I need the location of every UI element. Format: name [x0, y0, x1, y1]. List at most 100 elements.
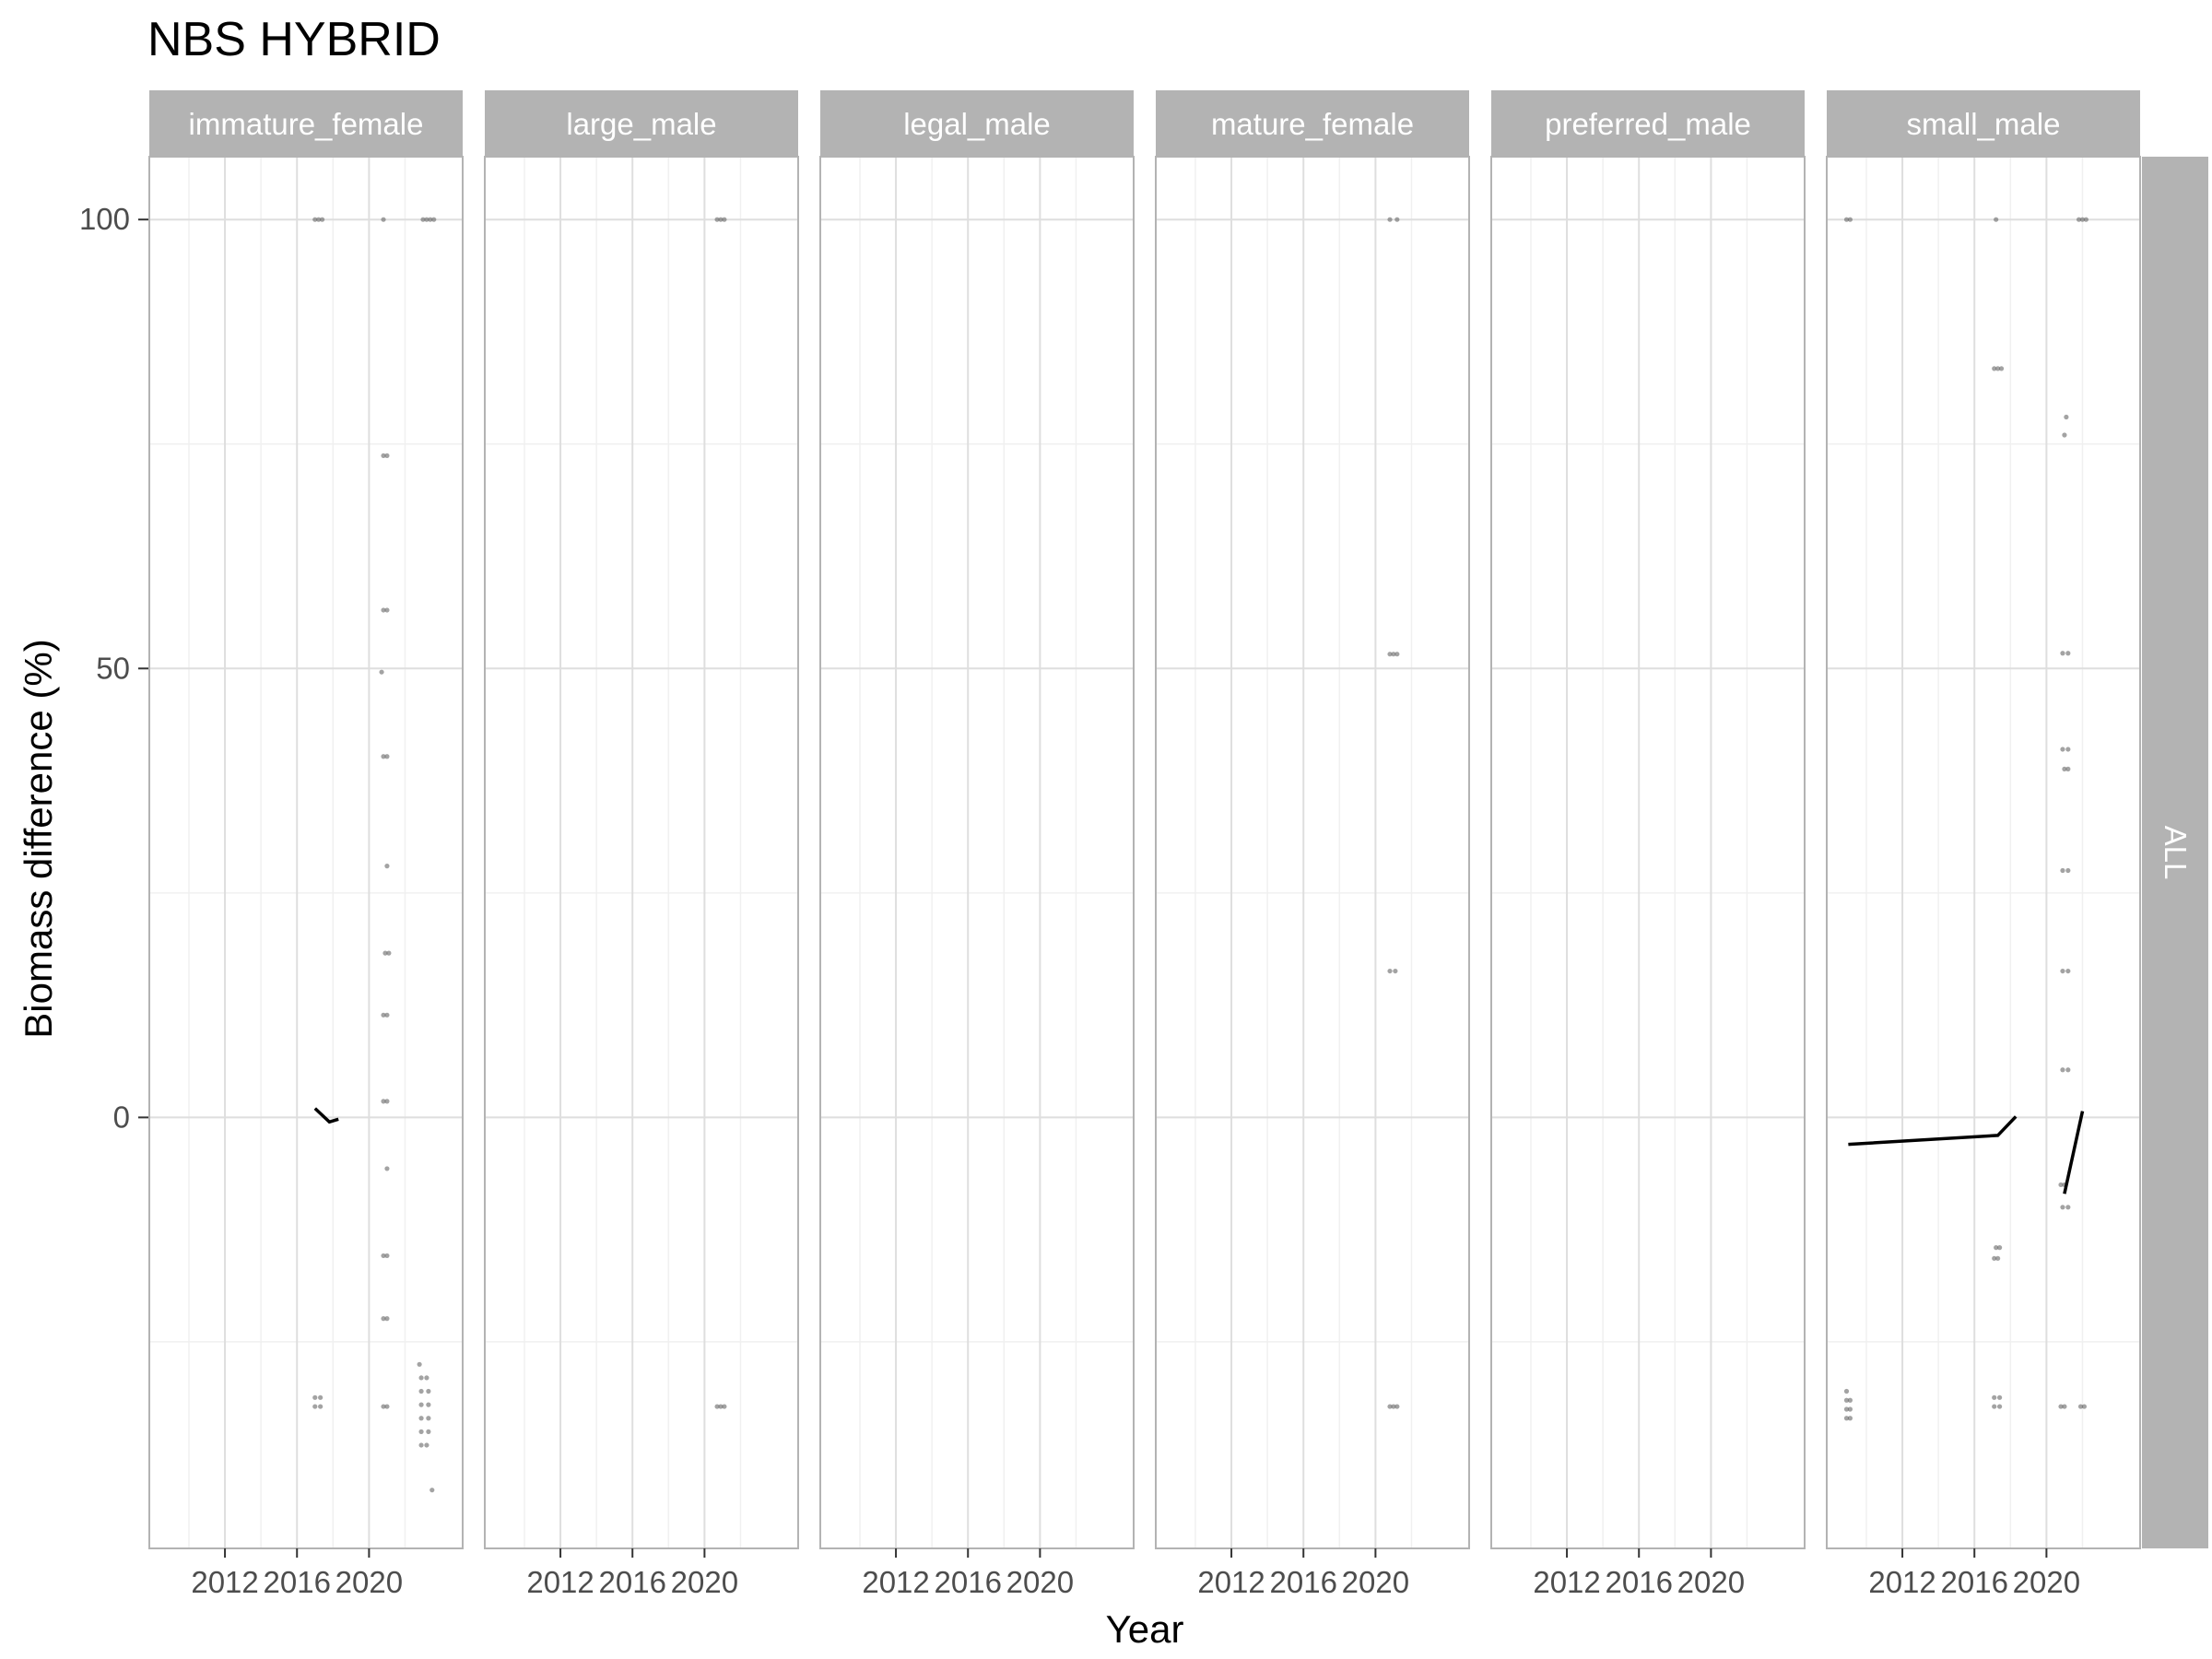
data-point: [312, 1404, 318, 1409]
data-point: [384, 1166, 390, 1171]
data-point: [1394, 652, 1400, 657]
x-tick-label: 2012: [526, 1565, 594, 1599]
data-point: [714, 1404, 720, 1409]
data-point: [384, 754, 390, 759]
data-point: [2065, 766, 2071, 772]
data-point: [381, 1316, 386, 1322]
data-point: [426, 1402, 431, 1407]
row-strip-background: [2142, 157, 2208, 1548]
panel-strip-background: [1827, 90, 2140, 157]
data-point: [1394, 217, 1400, 222]
data-point: [1843, 217, 1850, 222]
data-point: [384, 607, 390, 613]
chart-title: NBS HYBRID: [147, 13, 441, 66]
data-point: [2083, 217, 2088, 222]
data-point: [2065, 867, 2071, 874]
y-axis-title: Biomass difference (%): [17, 639, 60, 1038]
data-point: [2065, 747, 2071, 752]
data-point: [381, 607, 386, 613]
data-point: [381, 1404, 386, 1409]
panel-strip-label: small_male: [1907, 107, 2061, 141]
x-tick-label: 2012: [191, 1565, 258, 1599]
data-point: [2065, 1067, 2071, 1073]
data-point: [1391, 652, 1396, 657]
data-point: [718, 1404, 724, 1409]
data-point: [1843, 1388, 1850, 1394]
data-point: [1393, 968, 1398, 974]
panel-border: [1155, 156, 1470, 1549]
data-point: [384, 1012, 390, 1018]
data-point: [431, 217, 437, 222]
data-point: [418, 1416, 424, 1421]
data-point: [2076, 217, 2082, 222]
data-point: [1387, 968, 1393, 974]
data-point: [2079, 217, 2086, 222]
data-point: [2062, 1404, 2067, 1409]
data-point: [1998, 366, 2005, 371]
data-point: [1843, 1406, 1850, 1412]
y-tick-label: 50: [96, 651, 130, 685]
panel-preferred-male: preferred_male 2012 2016 2020: [1490, 90, 1806, 1599]
data-point: [381, 453, 386, 459]
data-point: [384, 864, 390, 869]
x-tick-label: 2016: [1941, 1565, 2008, 1599]
panel-strip-background: [820, 90, 1134, 157]
data-point: [1994, 1245, 1999, 1251]
data-point: [2062, 432, 2067, 438]
data-point: [1992, 366, 1997, 371]
panel-strip-background: [485, 90, 798, 157]
panel-immature-female: immature_female 2012 2016 2020: [148, 90, 464, 1599]
data-point: [1992, 1394, 1997, 1400]
data-point: [418, 1375, 424, 1381]
data-point: [381, 217, 386, 222]
x-tick-label: 2012: [1868, 1565, 1936, 1599]
data-point: [384, 1316, 390, 1322]
data-point: [384, 1404, 390, 1409]
data-point: [1391, 1404, 1396, 1409]
panel-border: [1826, 156, 2141, 1549]
panel-border: [1490, 156, 1806, 1549]
panel-strip-background: [1491, 90, 1805, 157]
panel-large-male: large_male 2012 2016 2020: [484, 90, 799, 1599]
data-point: [384, 453, 390, 459]
panel-strip-background: [1156, 90, 1469, 157]
panel-small-male: small_male 2012 2016 2020: [1826, 90, 2141, 1599]
data-point: [418, 1442, 424, 1448]
panel-mature-female: mature_female 2012 2016 2020: [1155, 90, 1470, 1599]
x-tick-label: 2016: [599, 1565, 666, 1599]
data-point: [384, 1253, 390, 1259]
panel-strip-label: large_male: [566, 107, 716, 141]
data-point: [722, 217, 727, 222]
data-point: [1996, 1245, 2003, 1251]
data-point: [318, 1404, 324, 1409]
data-point: [1992, 1404, 1997, 1409]
data-point: [418, 1388, 424, 1394]
data-point: [1995, 1255, 2001, 1261]
data-point: [386, 950, 392, 956]
x-tick-label: 2020: [335, 1565, 403, 1599]
data-point: [424, 1375, 429, 1381]
x-tick-label: 2012: [1533, 1565, 1600, 1599]
data-point: [381, 754, 386, 759]
data-point: [381, 1253, 386, 1259]
data-point: [420, 217, 426, 222]
panel-strip-label: mature_female: [1211, 107, 1414, 141]
panel-border: [484, 156, 799, 1549]
data-point: [429, 1488, 435, 1493]
trend-line: [1848, 1115, 2018, 1147]
panel-border: [148, 156, 464, 1549]
panel-strip-label: preferred_male: [1545, 107, 1751, 141]
data-point: [1847, 1406, 1853, 1412]
data-point: [1994, 217, 1999, 222]
data-point: [2058, 1404, 2064, 1409]
data-point: [1992, 1255, 1997, 1261]
data-point: [2060, 651, 2065, 656]
data-point: [1387, 1404, 1393, 1409]
data-point: [2064, 414, 2069, 420]
data-point: [424, 217, 429, 222]
data-point: [2065, 1205, 2071, 1210]
data-point: [2060, 867, 2065, 874]
y-tick-label: 100: [79, 202, 130, 236]
